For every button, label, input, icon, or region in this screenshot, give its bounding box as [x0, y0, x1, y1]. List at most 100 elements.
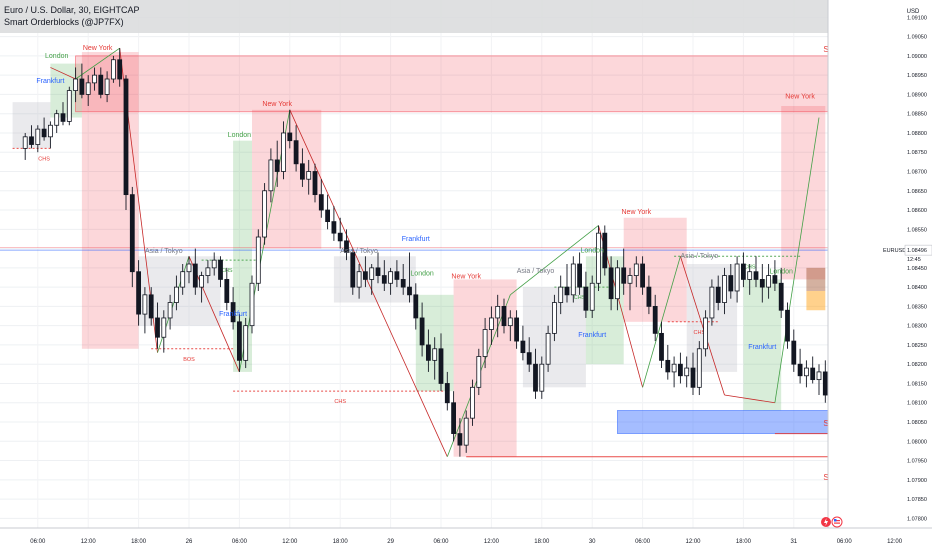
candle[interactable] [211, 252, 217, 276]
candle[interactable] [640, 256, 645, 295]
candle[interactable] [552, 294, 557, 342]
candle[interactable] [526, 337, 532, 372]
candle[interactable] [432, 337, 438, 380]
candle[interactable] [482, 317, 488, 369]
candle[interactable] [218, 256, 223, 288]
candle[interactable] [123, 75, 129, 211]
candle[interactable] [608, 256, 614, 311]
candle[interactable] [558, 275, 564, 315]
candle[interactable] [539, 356, 545, 399]
candle[interactable] [22, 132, 28, 160]
candle[interactable] [589, 275, 595, 318]
candle[interactable] [753, 256, 759, 288]
candle[interactable] [696, 341, 702, 396]
candle[interactable] [369, 264, 375, 295]
candle[interactable] [274, 140, 280, 187]
candle[interactable] [507, 310, 513, 342]
candle[interactable] [111, 55, 116, 83]
candle[interactable] [117, 48, 123, 87]
candle[interactable] [722, 267, 727, 315]
candle[interactable] [148, 287, 154, 326]
candle[interactable] [98, 67, 104, 99]
candle[interactable] [262, 183, 268, 245]
candle[interactable] [287, 109, 293, 149]
candle[interactable] [192, 248, 198, 295]
candle[interactable] [728, 264, 734, 299]
candle[interactable] [646, 275, 652, 315]
candle[interactable] [293, 125, 299, 172]
candle[interactable] [703, 310, 708, 357]
candle[interactable] [577, 252, 582, 295]
candle[interactable] [715, 275, 721, 311]
candle[interactable] [652, 294, 658, 342]
candle[interactable] [155, 302, 160, 349]
candle[interactable] [785, 302, 790, 349]
candle[interactable] [281, 121, 286, 180]
candle[interactable] [564, 264, 570, 303]
candle[interactable] [413, 283, 419, 330]
candle[interactable] [633, 256, 639, 288]
candle[interactable] [173, 275, 179, 311]
candle[interactable] [186, 256, 192, 284]
candle[interactable] [375, 252, 381, 284]
candle[interactable] [457, 418, 463, 457]
candle[interactable] [476, 348, 482, 396]
candle[interactable] [678, 352, 683, 384]
candle[interactable] [199, 271, 205, 303]
candle[interactable] [501, 298, 507, 334]
candle[interactable] [709, 279, 715, 326]
candle[interactable] [312, 163, 318, 203]
flag-icon[interactable] [831, 516, 843, 528]
candle[interactable] [627, 267, 633, 311]
candle[interactable] [344, 229, 349, 261]
candle[interactable] [463, 410, 469, 453]
candle[interactable] [407, 252, 412, 303]
candle[interactable] [520, 325, 526, 361]
candle[interactable] [804, 360, 809, 388]
candle[interactable] [66, 86, 72, 126]
candle[interactable] [299, 148, 305, 187]
candle[interactable] [734, 256, 740, 303]
candle[interactable] [60, 102, 66, 126]
candle[interactable] [394, 260, 400, 288]
candle[interactable] [79, 63, 85, 99]
candle[interactable] [331, 206, 337, 241]
candle[interactable] [747, 264, 753, 295]
candle[interactable] [54, 109, 60, 133]
candle[interactable] [545, 325, 551, 372]
candle[interactable] [778, 267, 784, 318]
candle[interactable] [243, 317, 249, 369]
candle[interactable] [665, 344, 671, 380]
symbol-title[interactable]: Euro / U.S. Dollar, 30, EIGHTCAP [4, 5, 140, 15]
candle[interactable] [337, 217, 343, 249]
candle[interactable] [92, 67, 97, 91]
candle[interactable] [136, 260, 142, 326]
candle[interactable] [167, 294, 173, 330]
candle[interactable] [230, 287, 236, 330]
candle[interactable] [438, 333, 444, 392]
candle[interactable] [362, 256, 368, 288]
candle[interactable] [495, 294, 501, 338]
candle[interactable] [48, 121, 53, 149]
candle[interactable] [451, 391, 457, 442]
candle[interactable] [514, 310, 519, 349]
candle[interactable] [533, 348, 538, 399]
candle[interactable] [596, 225, 601, 291]
candle[interactable] [224, 267, 230, 311]
candle[interactable] [29, 125, 34, 149]
candle[interactable] [161, 310, 167, 353]
candle[interactable] [205, 260, 211, 284]
candle[interactable] [73, 67, 78, 103]
indicator-title[interactable]: Smart Orderblocks (@JP7FX) [4, 17, 124, 27]
candle[interactable] [104, 71, 110, 103]
candle[interactable] [400, 264, 406, 295]
candle[interactable] [822, 360, 828, 403]
candle[interactable] [470, 379, 475, 426]
candle[interactable] [766, 264, 771, 299]
candle[interactable] [268, 148, 274, 203]
candle[interactable] [388, 267, 394, 295]
candle[interactable] [325, 194, 331, 230]
candle[interactable] [306, 159, 312, 195]
candle[interactable] [356, 264, 362, 299]
candle[interactable] [381, 260, 387, 291]
